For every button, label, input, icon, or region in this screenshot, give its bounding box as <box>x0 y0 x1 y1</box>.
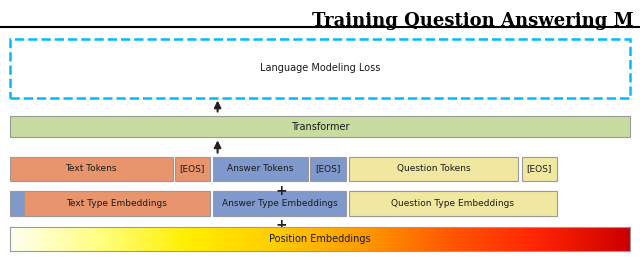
Text: Text Type Embeddings: Text Type Embeddings <box>67 199 167 208</box>
Text: Position Embeddings: Position Embeddings <box>269 234 371 244</box>
FancyBboxPatch shape <box>24 191 210 216</box>
FancyBboxPatch shape <box>213 157 308 181</box>
Text: Training Question Answering M: Training Question Answering M <box>312 12 634 30</box>
FancyBboxPatch shape <box>522 157 557 181</box>
FancyBboxPatch shape <box>310 157 346 181</box>
Text: Question Type Embeddings: Question Type Embeddings <box>391 199 515 208</box>
Text: Question Tokens: Question Tokens <box>397 164 470 173</box>
Text: [EOS]: [EOS] <box>180 164 205 173</box>
FancyBboxPatch shape <box>10 157 173 181</box>
FancyBboxPatch shape <box>213 191 346 216</box>
FancyBboxPatch shape <box>10 116 630 137</box>
Text: Answer Tokens: Answer Tokens <box>227 164 294 173</box>
Text: Answer Type Embeddings: Answer Type Embeddings <box>222 199 337 208</box>
Text: +: + <box>276 184 287 198</box>
Text: +: + <box>276 218 287 232</box>
FancyBboxPatch shape <box>349 157 518 181</box>
FancyBboxPatch shape <box>10 191 24 216</box>
FancyBboxPatch shape <box>175 157 210 181</box>
Text: Language Modeling Loss: Language Modeling Loss <box>260 63 380 73</box>
Text: [EOS]: [EOS] <box>527 164 552 173</box>
Text: Transformer: Transformer <box>291 122 349 132</box>
Text: Text Tokens: Text Tokens <box>65 164 117 173</box>
FancyBboxPatch shape <box>349 191 557 216</box>
FancyBboxPatch shape <box>10 39 630 98</box>
Text: [EOS]: [EOS] <box>316 164 340 173</box>
